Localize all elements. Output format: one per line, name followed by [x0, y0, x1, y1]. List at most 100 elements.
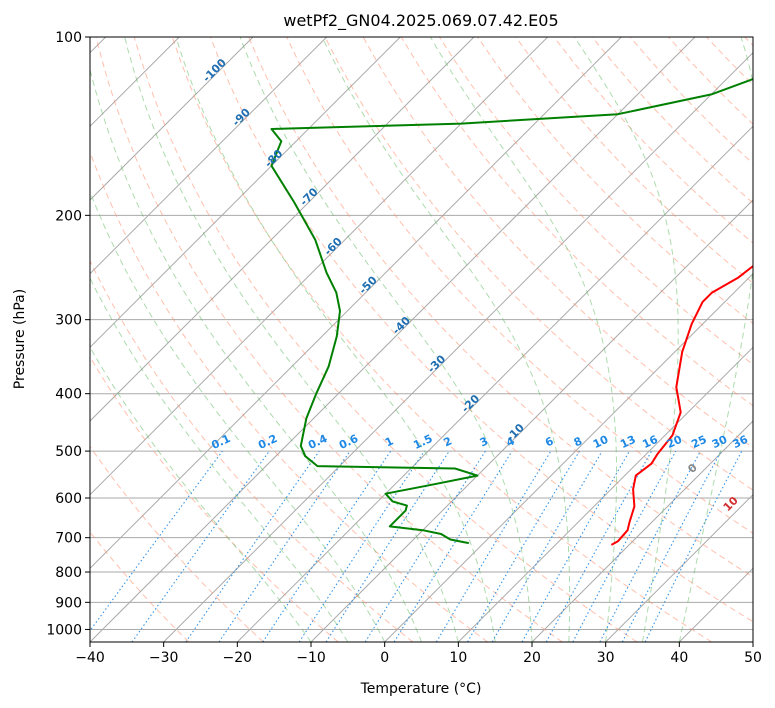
reference-lines — [90, 37, 753, 642]
moist-adiabat-line — [124, 37, 459, 642]
mixing-ratio-label: 8 — [572, 434, 584, 449]
dry-adiabat-line — [324, 37, 753, 491]
dry-adiabat-line — [553, 37, 753, 244]
mixing-ratio-line — [131, 450, 270, 642]
isotherm-label: -60 — [322, 235, 345, 258]
mixing-ratio-line — [218, 450, 351, 642]
mixing-ratio-label: 13 — [618, 433, 637, 451]
mixing-ratio-line — [364, 450, 486, 642]
dry-adiabat-line — [668, 37, 753, 125]
moist-adiabat-line — [175, 37, 496, 642]
y-tick-label: 500 — [55, 444, 82, 460]
mixing-ratio-line — [298, 450, 425, 642]
dry-adiabat-line — [248, 37, 753, 578]
y-tick-label: 300 — [55, 313, 82, 329]
isotherm-label: -80 — [262, 147, 285, 170]
mixing-ratio-label: 16 — [640, 433, 660, 451]
isotherm-line — [90, 37, 696, 642]
isotherm-line — [90, 37, 549, 496]
moist-adiabat-line — [678, 37, 753, 642]
mixing-ratio-label: 0.4 — [306, 432, 329, 452]
temperature-profile-line — [610, 264, 753, 546]
y-tick-label: 1000 — [46, 622, 82, 638]
dry-adiabat-line — [90, 259, 414, 642]
x-tick-label: 30 — [597, 650, 615, 666]
y-axis-label: Pressure (hPa) — [12, 289, 28, 389]
y-tick-label: 800 — [55, 565, 82, 581]
isotherm-label: -20 — [459, 392, 482, 415]
isotherm-line — [90, 37, 401, 349]
moist-adiabat-line — [573, 37, 679, 642]
mixing-ratio-line — [325, 450, 450, 642]
mixing-ratio-label: 30 — [710, 433, 730, 451]
x-tick-label: 10 — [449, 650, 467, 666]
isotherm-line — [752, 641, 753, 642]
x-tick-label: −40 — [75, 650, 105, 666]
x-tick-label: −20 — [223, 650, 253, 666]
moist-adiabat-line — [429, 37, 617, 642]
isotherm-line — [457, 346, 753, 642]
mixing-ratio-line — [572, 450, 677, 642]
dry-adiabat-line — [706, 37, 753, 86]
isotherm-label: -40 — [390, 314, 413, 337]
dry-adiabat-line — [90, 531, 190, 642]
isotherm-label: -100 — [200, 56, 229, 85]
dewpoint-profile-line — [270, 78, 753, 545]
isotherm-line — [605, 493, 753, 642]
isotherm-line — [90, 37, 622, 570]
mixing-ratio-line — [599, 450, 701, 642]
mixing-ratio-label: 3 — [478, 434, 490, 449]
isotherm-line — [90, 37, 328, 275]
mixing-ratio-label: 1 — [383, 434, 395, 449]
dry-adiabat-line — [286, 37, 753, 534]
mixing-ratio-label: 36 — [731, 433, 751, 451]
plot-frame — [89, 36, 754, 643]
y-tick-label: 600 — [55, 491, 82, 507]
dry-adiabat-line — [90, 356, 339, 642]
dry-adiabat-line — [90, 445, 264, 642]
isotherm-label: -70 — [297, 185, 320, 208]
dry-adiabat-line — [95, 37, 563, 642]
mixing-ratio-label: 0.2 — [256, 432, 279, 452]
axes: −40 −30 −20 −10 0 10 20 30 40 5010020030040050060… — [46, 30, 762, 666]
mixing-ratio-line — [185, 450, 320, 642]
isotherm-line — [90, 37, 475, 422]
isotherm-line — [384, 272, 753, 642]
y-tick-label: 700 — [55, 531, 82, 547]
y-tick-label: 900 — [55, 595, 82, 611]
mixing-ratio-label: 10 — [591, 433, 611, 451]
profiles — [270, 78, 753, 546]
isotherm-line — [236, 125, 753, 642]
mixing-ratio-line — [545, 450, 653, 642]
isotherm-line — [531, 420, 753, 642]
mixing-ratio-line — [262, 450, 392, 642]
moist-adiabat-label: 10 — [721, 494, 741, 514]
x-tick-label: 40 — [670, 650, 688, 666]
x-tick-label: −30 — [149, 650, 179, 666]
moist-adiabat-line — [90, 346, 312, 642]
background-lines — [90, 37, 753, 642]
x-tick-label: 0 — [380, 650, 389, 666]
dry-adiabat-line — [744, 37, 753, 47]
mixing-ratio-label: 25 — [689, 433, 708, 451]
isotherm-line — [310, 199, 753, 642]
mixing-ratio-line — [644, 450, 743, 642]
x-tick-label: 50 — [744, 650, 762, 666]
x-tick-label: 20 — [523, 650, 541, 666]
dry-adiabat-line — [210, 37, 753, 623]
isotherm-line — [678, 567, 753, 642]
mixing-ratio-line — [521, 450, 630, 642]
isotherm-label: -30 — [425, 352, 448, 375]
dry-adiabat-line — [133, 37, 638, 642]
mixing-ratio-label: 0.1 — [209, 432, 232, 452]
mixing-ratio-label: 20 — [665, 433, 685, 451]
dry-adiabat-line — [591, 37, 753, 204]
moist-adiabat-line — [90, 276, 349, 642]
dry-adiabat-line — [171, 37, 712, 642]
dry-adiabat-line — [90, 150, 488, 642]
y-tick-label: 100 — [55, 30, 82, 46]
moist-adiabat-label: 0 — [685, 461, 700, 476]
mixing-ratio-line — [90, 450, 223, 632]
x-tick-label: −10 — [296, 650, 326, 666]
